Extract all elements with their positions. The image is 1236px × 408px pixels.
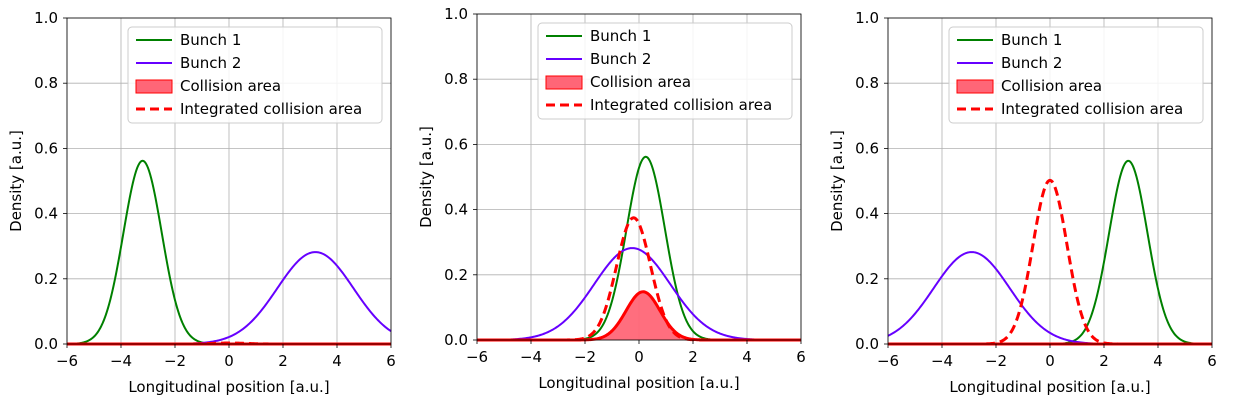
legend-label: Bunch 1 (180, 31, 241, 49)
y-tick-label: 1.0 (855, 9, 879, 27)
y-axis-label: Density [a.u.] (828, 130, 846, 232)
legend-swatch-collision-area (545, 75, 583, 90)
legend-label: Integrated collision area (180, 100, 362, 118)
y-tick-label: 0.2 (855, 270, 879, 288)
x-tick-label: −4 (520, 348, 542, 366)
legend-label: Bunch 2 (590, 50, 651, 68)
x-tick-label: −2 (574, 348, 596, 366)
y-tick-label: 0.8 (855, 74, 879, 92)
x-tick-label: 6 (1207, 352, 1217, 370)
x-axis-label: Longitudinal position [a.u.] (128, 378, 329, 396)
chart-panel-1: −6 −4 −2 0 2 4 6 0.0 0.2 0.4 0.6 0.8 1.0 Longitudinal… (7, 9, 396, 396)
y-tick-label: 1.0 (444, 5, 468, 23)
legend-label: Collision area (590, 73, 691, 91)
legend-swatch-collision-area (956, 79, 994, 94)
legend-box (537, 22, 793, 120)
chart-panel-3: −6 −4 −2 0 2 4 6 0.0 0.2 0.4 0.6 0.8 1.0 Longitudinal… (828, 9, 1217, 396)
x-tick-label: 4 (742, 348, 752, 366)
x-tick-label: −4 (931, 352, 953, 370)
y-tick-label: 1.0 (34, 9, 58, 27)
legend: Bunch 1 Bunch 2 Collision area Integrated c… (127, 26, 383, 124)
legend-label: Integrated collision area (1001, 100, 1183, 118)
x-tick-label: 0 (1045, 352, 1055, 370)
x-tick-label: −6 (466, 348, 488, 366)
x-tick-label: 2 (278, 352, 288, 370)
legend-label: Bunch 1 (1001, 31, 1062, 49)
y-tick-label: 0.6 (855, 139, 879, 157)
y-tick-label: 0.0 (855, 335, 879, 353)
legend-box (948, 26, 1204, 124)
y-tick-label: 0.8 (444, 70, 468, 88)
y-tick-label: 0.2 (444, 266, 468, 284)
x-tick-label: −2 (985, 352, 1007, 370)
legend-label: Collision area (1001, 77, 1102, 95)
legend-box (127, 26, 383, 124)
x-tick-label: 0 (634, 348, 644, 366)
y-tick-label: 0.2 (34, 270, 58, 288)
chart-panel-2: −6 −4 −2 0 2 4 6 0.0 0.2 0.4 0.6 0.8 1.0 Longitudinal… (417, 5, 806, 392)
collision-area-fill (477, 291, 801, 340)
x-axis-label: Longitudinal position [a.u.] (949, 378, 1150, 396)
series-line-integrated-collision-area (888, 178, 1212, 346)
legend-label: Bunch 2 (180, 54, 241, 72)
y-tick-label: 0.4 (34, 205, 58, 223)
x-tick-label: −6 (56, 352, 78, 370)
x-tick-label: −2 (164, 352, 186, 370)
x-tick-label: 6 (796, 348, 806, 366)
y-tick-label: 0.6 (34, 139, 58, 157)
y-tick-label: 0.8 (34, 74, 58, 92)
y-tick-label: 0.0 (34, 335, 58, 353)
legend: Bunch 1 Bunch 2 Collision area Integrated c… (948, 26, 1204, 124)
x-tick-label: 4 (332, 352, 342, 370)
x-tick-label: 4 (1153, 352, 1163, 370)
x-tick-label: 2 (1099, 352, 1109, 370)
y-axis-label: Density [a.u.] (7, 130, 25, 232)
x-axis-label: Longitudinal position [a.u.] (538, 374, 739, 392)
y-tick-label: 0.4 (855, 205, 879, 223)
y-tick-label: 0.6 (444, 135, 468, 153)
y-tick-label: 0.0 (444, 331, 468, 349)
legend-label: Collision area (180, 77, 281, 95)
legend: Bunch 1 Bunch 2 Collision area Integrated c… (537, 22, 793, 120)
y-tick-label: 0.4 (444, 201, 468, 219)
legend-label: Bunch 2 (1001, 54, 1062, 72)
y-axis-label: Density [a.u.] (417, 126, 435, 228)
x-tick-label: 0 (224, 352, 234, 370)
x-tick-label: 2 (688, 348, 698, 366)
x-tick-label: −4 (110, 352, 132, 370)
legend-label: Bunch 1 (590, 27, 651, 45)
legend-swatch-collision-area (135, 79, 173, 94)
x-tick-label: −6 (877, 352, 899, 370)
legend-label: Integrated collision area (590, 96, 772, 114)
x-tick-label: 6 (386, 352, 396, 370)
